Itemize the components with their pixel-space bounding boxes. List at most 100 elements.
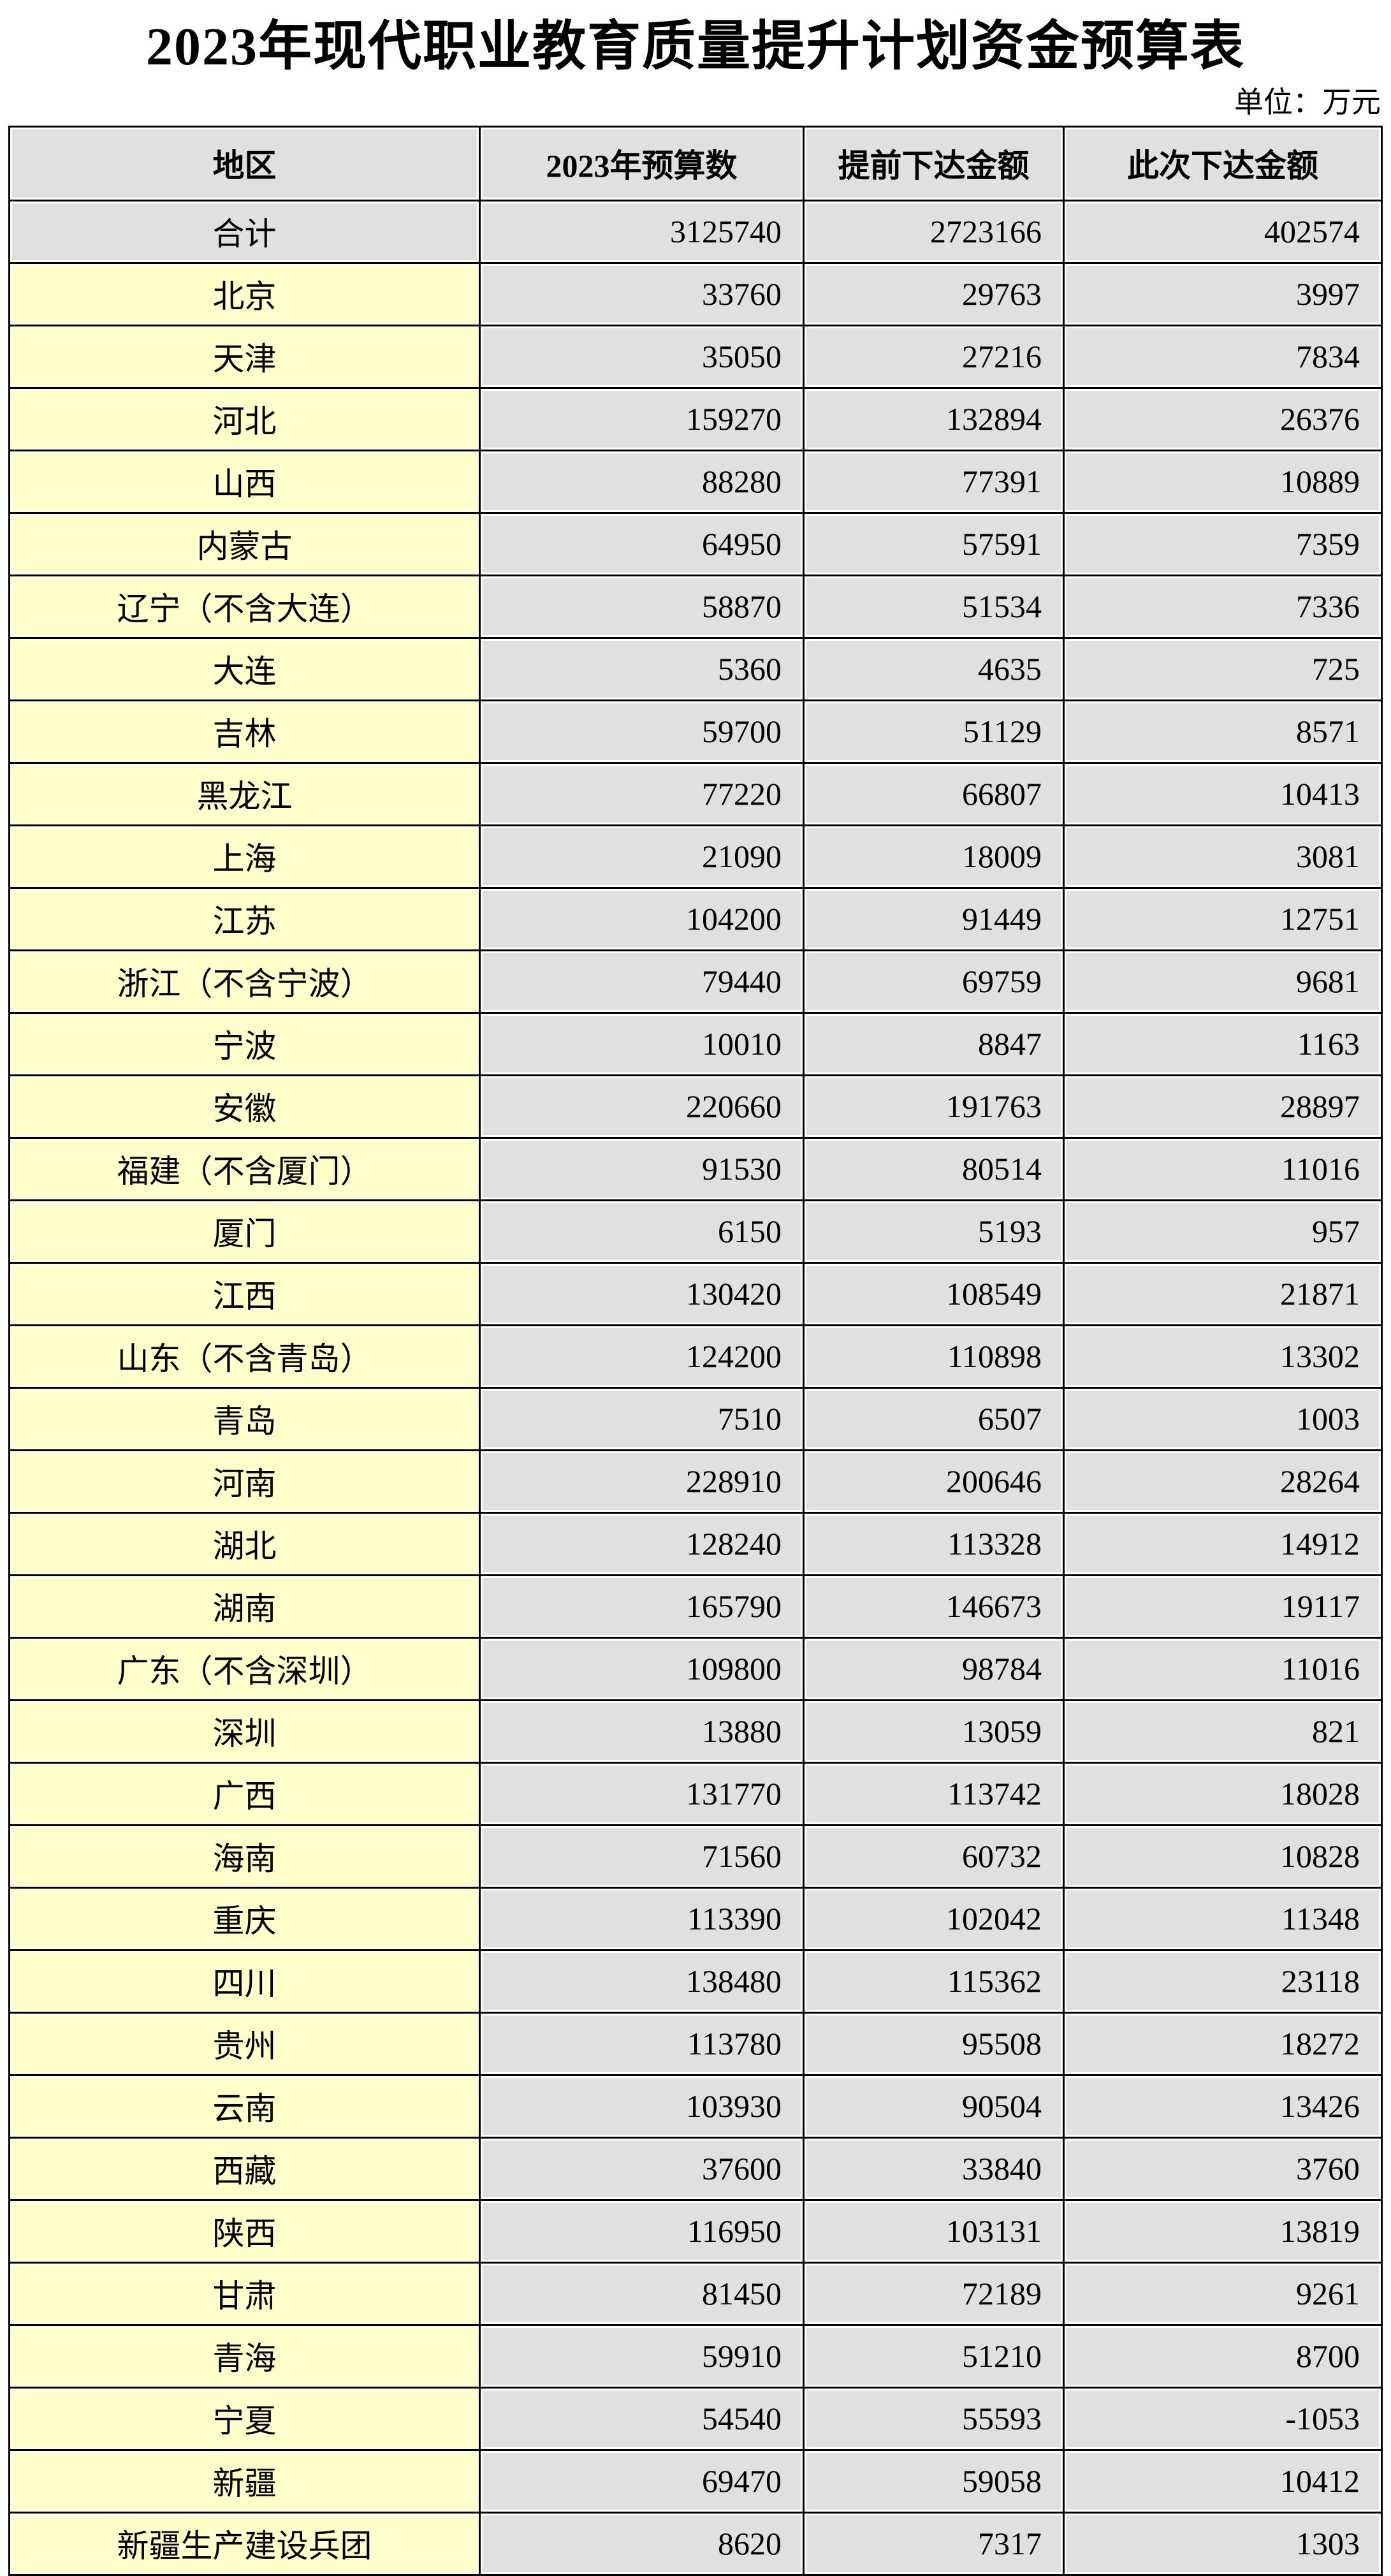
table-row: 重庆 113390 102042 11348 bbox=[10, 1888, 1381, 1949]
budget-2023-cell: 35050 bbox=[481, 326, 803, 387]
budget-2023-cell: 37600 bbox=[481, 2138, 803, 2199]
budget-2023-cell: 8620 bbox=[481, 2513, 803, 2574]
table-row: 深圳 13880 13059 821 bbox=[10, 1701, 1381, 1762]
current-amount-cell: 10412 bbox=[1065, 2450, 1381, 2512]
table-row: 安徽 220660 191763 28897 bbox=[10, 1076, 1381, 1137]
table-row: 内蒙古 64950 57591 7359 bbox=[10, 513, 1381, 574]
budget-2023-cell: 69470 bbox=[481, 2450, 803, 2512]
advance-amount-cell: 4635 bbox=[805, 638, 1063, 699]
table-row: 厦门 6150 5193 957 bbox=[10, 1201, 1381, 1262]
header-current-amount: 此次下达金额 bbox=[1065, 127, 1381, 200]
budget-2023-cell: 116950 bbox=[481, 2200, 803, 2262]
budget-2023-cell: 3125740 bbox=[481, 201, 803, 262]
table-row: 江西 130420 108549 21871 bbox=[10, 1263, 1381, 1324]
advance-amount-cell: 51534 bbox=[805, 576, 1063, 637]
region-cell: 河南 bbox=[10, 1451, 479, 1512]
advance-amount-cell: 51210 bbox=[805, 2325, 1063, 2387]
advance-amount-cell: 5193 bbox=[805, 1201, 1063, 1262]
budget-2023-cell: 59700 bbox=[481, 701, 803, 762]
current-amount-cell: 7359 bbox=[1065, 513, 1381, 574]
table-row: 新疆生产建设兵团 8620 7317 1303 bbox=[10, 2513, 1381, 2574]
current-amount-cell: 3081 bbox=[1065, 826, 1381, 887]
region-cell: 海南 bbox=[10, 1826, 479, 1887]
current-amount-cell: 13426 bbox=[1065, 2075, 1381, 2137]
budget-2023-cell: 7510 bbox=[481, 1388, 803, 1449]
table-row: 吉林 59700 51129 8571 bbox=[10, 701, 1381, 762]
table-row: 西藏 37600 33840 3760 bbox=[10, 2138, 1381, 2199]
advance-amount-cell: 51129 bbox=[805, 701, 1063, 762]
table-row: 广西 131770 113742 18028 bbox=[10, 1763, 1381, 1824]
region-cell: 黑龙江 bbox=[10, 763, 479, 824]
budget-2023-cell: 159270 bbox=[481, 388, 803, 450]
region-cell: 四川 bbox=[10, 1950, 479, 2012]
region-cell: 山东（不含青岛） bbox=[10, 1326, 479, 1387]
region-cell: 内蒙古 bbox=[10, 513, 479, 574]
budget-2023-cell: 165790 bbox=[481, 1576, 803, 1637]
current-amount-cell: 9681 bbox=[1065, 951, 1381, 1012]
budget-2023-cell: 13880 bbox=[481, 1701, 803, 1762]
current-amount-cell: 10889 bbox=[1065, 451, 1381, 512]
table-row: 广东（不含深圳） 109800 98784 11016 bbox=[10, 1638, 1381, 1699]
table-row: 新疆 69470 59058 10412 bbox=[10, 2450, 1381, 2512]
advance-amount-cell: 6507 bbox=[805, 1388, 1063, 1449]
header-advance-amount: 提前下达金额 bbox=[805, 127, 1063, 200]
current-amount-cell: 9261 bbox=[1065, 2263, 1381, 2324]
advance-amount-cell: 200646 bbox=[805, 1451, 1063, 1512]
region-cell: 安徽 bbox=[10, 1076, 479, 1137]
region-cell: 广东（不含深圳） bbox=[10, 1638, 479, 1699]
region-cell: 重庆 bbox=[10, 1888, 479, 1949]
budget-2023-cell: 5360 bbox=[481, 638, 803, 699]
current-amount-cell: 1303 bbox=[1065, 2513, 1381, 2574]
budget-2023-cell: 81450 bbox=[481, 2263, 803, 2324]
region-cell: 山西 bbox=[10, 451, 479, 512]
table-row: 上海 21090 18009 3081 bbox=[10, 826, 1381, 887]
budget-2023-cell: 128240 bbox=[481, 1513, 803, 1574]
budget-2023-cell: 33760 bbox=[481, 263, 803, 325]
table-row: 大连 5360 4635 725 bbox=[10, 638, 1381, 699]
table-row: 辽宁（不含大连） 58870 51534 7336 bbox=[10, 576, 1381, 637]
advance-amount-cell: 18009 bbox=[805, 826, 1063, 887]
budget-2023-cell: 21090 bbox=[481, 826, 803, 887]
region-cell: 新疆 bbox=[10, 2450, 479, 2512]
budget-2023-cell: 104200 bbox=[481, 888, 803, 949]
table-row: 云南 103930 90504 13426 bbox=[10, 2075, 1381, 2137]
advance-amount-cell: 57591 bbox=[805, 513, 1063, 574]
advance-amount-cell: 69759 bbox=[805, 951, 1063, 1012]
budget-2023-cell: 103930 bbox=[481, 2075, 803, 2137]
advance-amount-cell: 103131 bbox=[805, 2200, 1063, 2262]
current-amount-cell: 26376 bbox=[1065, 388, 1381, 450]
current-amount-cell: 1163 bbox=[1065, 1013, 1381, 1074]
region-cell: 宁夏 bbox=[10, 2388, 479, 2449]
region-cell: 广西 bbox=[10, 1763, 479, 1824]
region-cell: 西藏 bbox=[10, 2138, 479, 2199]
current-amount-cell: 28897 bbox=[1065, 1076, 1381, 1137]
budget-2023-cell: 131770 bbox=[481, 1763, 803, 1824]
region-cell: 青海 bbox=[10, 2325, 479, 2387]
advance-amount-cell: 27216 bbox=[805, 326, 1063, 387]
advance-amount-cell: 66807 bbox=[805, 763, 1063, 824]
budget-2023-cell: 6150 bbox=[481, 1201, 803, 1262]
current-amount-cell: 11016 bbox=[1065, 1638, 1381, 1699]
advance-amount-cell: 13059 bbox=[805, 1701, 1063, 1762]
budget-table: 地区 2023年预算数 提前下达金额 此次下达金额 合计 3125740 272… bbox=[8, 125, 1383, 2576]
budget-2023-cell: 113390 bbox=[481, 1888, 803, 1949]
budget-2023-cell: 58870 bbox=[481, 576, 803, 637]
current-amount-cell: 8571 bbox=[1065, 701, 1381, 762]
region-cell: 陕西 bbox=[10, 2200, 479, 2262]
advance-amount-cell: 59058 bbox=[805, 2450, 1063, 2512]
current-amount-cell: 23118 bbox=[1065, 1950, 1381, 2012]
region-cell: 浙江（不含宁波） bbox=[10, 951, 479, 1012]
table-row: 青岛 7510 6507 1003 bbox=[10, 1388, 1381, 1449]
table-row: 河北 159270 132894 26376 bbox=[10, 388, 1381, 450]
table-row: 甘肃 81450 72189 9261 bbox=[10, 2263, 1381, 2324]
budget-2023-cell: 91530 bbox=[481, 1138, 803, 1199]
budget-2023-cell: 109800 bbox=[481, 1638, 803, 1699]
region-cell: 天津 bbox=[10, 326, 479, 387]
current-amount-cell: 18272 bbox=[1065, 2013, 1381, 2074]
table-body: 合计 3125740 2723166 402574 北京 33760 29763… bbox=[10, 201, 1381, 2574]
advance-amount-cell: 72189 bbox=[805, 2263, 1063, 2324]
region-cell: 福建（不含厦门） bbox=[10, 1138, 479, 1199]
region-cell: 云南 bbox=[10, 2075, 479, 2137]
budget-2023-cell: 77220 bbox=[481, 763, 803, 824]
current-amount-cell: 1003 bbox=[1065, 1388, 1381, 1449]
